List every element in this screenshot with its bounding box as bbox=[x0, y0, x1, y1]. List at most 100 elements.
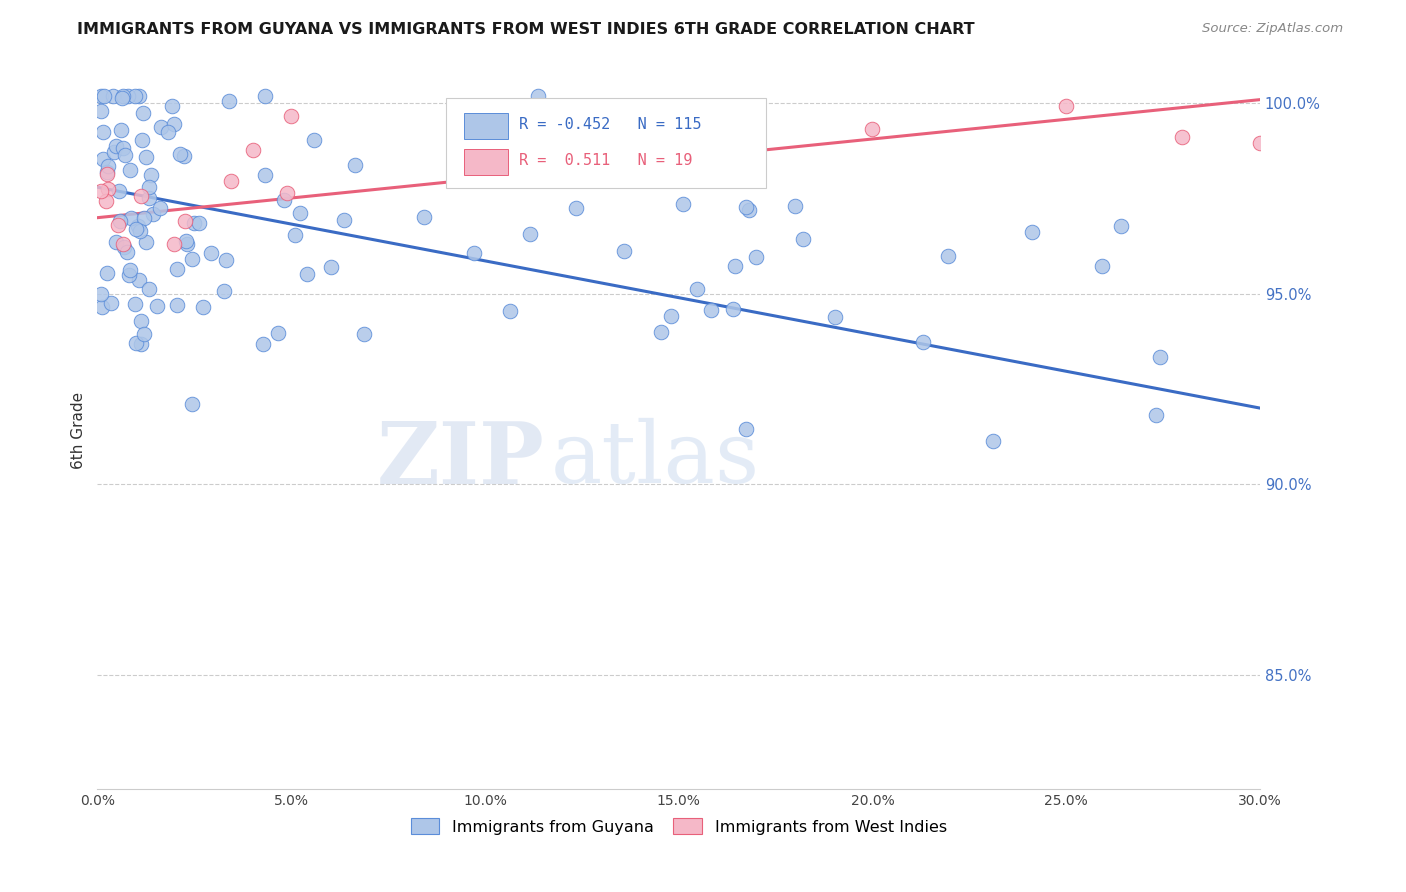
Point bbox=[173, 149, 195, 163]
Point bbox=[219, 174, 242, 188]
Point bbox=[911, 334, 934, 349]
Point bbox=[180, 397, 202, 411]
Point bbox=[107, 218, 129, 232]
Point bbox=[724, 259, 747, 273]
Point bbox=[132, 326, 155, 341]
Point bbox=[463, 245, 485, 260]
Point bbox=[128, 88, 150, 103]
Point bbox=[672, 196, 695, 211]
Point bbox=[188, 216, 211, 230]
Point bbox=[100, 295, 122, 310]
Point bbox=[138, 282, 160, 296]
Point bbox=[1054, 99, 1077, 113]
Point bbox=[735, 422, 758, 436]
Point bbox=[97, 159, 120, 173]
Point bbox=[1149, 350, 1171, 364]
Point bbox=[1091, 259, 1114, 273]
Point bbox=[1171, 129, 1194, 144]
Point bbox=[284, 228, 307, 243]
Point bbox=[498, 303, 520, 318]
Legend: Immigrants from Guyana, Immigrants from West Indies: Immigrants from Guyana, Immigrants from … bbox=[411, 819, 946, 835]
Point bbox=[183, 216, 205, 230]
Point bbox=[112, 240, 135, 254]
Point bbox=[163, 237, 186, 252]
Point bbox=[118, 263, 141, 277]
Point bbox=[112, 140, 135, 154]
FancyBboxPatch shape bbox=[464, 149, 508, 175]
Point bbox=[1144, 408, 1167, 422]
Point bbox=[519, 227, 541, 241]
Point bbox=[862, 121, 884, 136]
Point bbox=[104, 235, 127, 249]
Point bbox=[91, 301, 114, 315]
Point bbox=[613, 244, 636, 258]
Point bbox=[166, 261, 188, 276]
Point bbox=[90, 88, 112, 103]
Point bbox=[112, 237, 135, 252]
Point bbox=[141, 169, 163, 183]
FancyBboxPatch shape bbox=[464, 113, 508, 139]
Point bbox=[1249, 136, 1271, 151]
Point bbox=[96, 165, 118, 179]
Point bbox=[218, 94, 240, 108]
Text: IMMIGRANTS FROM GUYANA VS IMMIGRANTS FROM WEST INDIES 6TH GRADE CORRELATION CHAR: IMMIGRANTS FROM GUYANA VS IMMIGRANTS FRO… bbox=[77, 22, 974, 37]
Point bbox=[127, 219, 149, 234]
Point bbox=[173, 213, 195, 227]
Point bbox=[150, 120, 173, 134]
Point bbox=[94, 194, 117, 208]
Point bbox=[668, 145, 690, 160]
Point bbox=[166, 298, 188, 312]
Point bbox=[280, 109, 302, 123]
Point bbox=[90, 103, 112, 118]
Point bbox=[700, 303, 723, 318]
Point bbox=[145, 299, 167, 313]
Point bbox=[134, 211, 156, 225]
Point bbox=[96, 167, 118, 181]
Point bbox=[138, 180, 160, 194]
Point bbox=[295, 267, 318, 281]
Text: R =  0.511   N = 19: R = 0.511 N = 19 bbox=[519, 153, 693, 168]
Point bbox=[180, 252, 202, 266]
Text: atlas: atlas bbox=[551, 418, 759, 501]
Text: Source: ZipAtlas.com: Source: ZipAtlas.com bbox=[1202, 22, 1343, 36]
Point bbox=[735, 200, 758, 214]
Point bbox=[343, 158, 366, 172]
Point bbox=[114, 148, 136, 162]
Point bbox=[745, 250, 768, 264]
Point bbox=[124, 336, 146, 351]
Point bbox=[118, 268, 141, 282]
Point bbox=[138, 191, 160, 205]
Point bbox=[131, 106, 153, 120]
Text: ZIP: ZIP bbox=[377, 417, 546, 501]
Point bbox=[131, 133, 153, 147]
Point bbox=[96, 266, 118, 280]
Point bbox=[650, 325, 672, 339]
Point bbox=[191, 300, 214, 314]
Point bbox=[108, 184, 131, 198]
Point bbox=[242, 143, 264, 157]
Point bbox=[128, 273, 150, 287]
Point bbox=[111, 91, 134, 105]
Point bbox=[936, 249, 959, 263]
Point bbox=[253, 88, 276, 103]
Point bbox=[824, 310, 846, 324]
Point bbox=[273, 193, 295, 207]
Point bbox=[659, 310, 682, 324]
Point bbox=[124, 88, 146, 103]
Point bbox=[536, 114, 558, 128]
Point bbox=[103, 145, 125, 159]
Point bbox=[174, 234, 197, 248]
Point bbox=[200, 245, 222, 260]
Point bbox=[112, 88, 135, 103]
Point bbox=[412, 210, 434, 224]
Point bbox=[721, 302, 744, 317]
Point bbox=[156, 125, 179, 139]
Point bbox=[117, 88, 139, 103]
Point bbox=[129, 224, 152, 238]
Point bbox=[115, 244, 138, 259]
Point bbox=[135, 150, 157, 164]
Point bbox=[565, 201, 588, 215]
Point bbox=[108, 214, 131, 228]
Point bbox=[288, 205, 311, 219]
Point bbox=[785, 199, 807, 213]
